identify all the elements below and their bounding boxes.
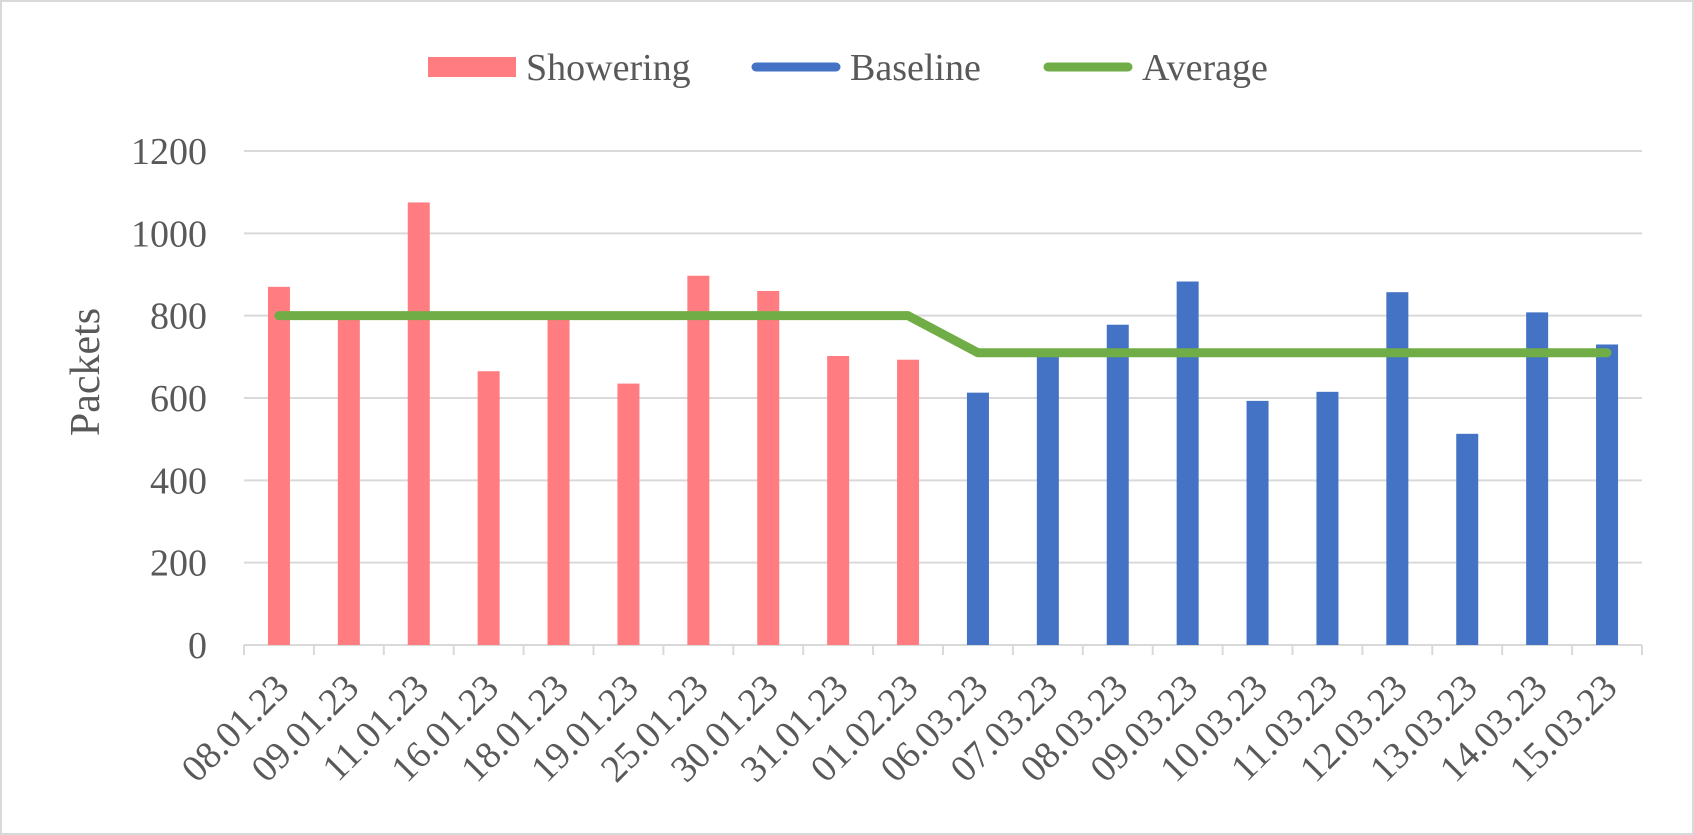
showering-legend-label: Showering	[526, 47, 691, 89]
average-legend-label: Average	[1142, 47, 1268, 89]
baseline-bar	[1456, 433, 1479, 645]
showering-bar	[477, 371, 500, 645]
y-tick-label: 1000	[131, 213, 207, 255]
showering-bar	[547, 315, 570, 645]
showering-bar	[757, 290, 780, 645]
baseline-bar	[1036, 352, 1059, 645]
y-axis-label: Packets	[63, 308, 109, 436]
bars	[267, 202, 1619, 646]
legend: Showering Baseline Average	[428, 47, 1268, 89]
showering-bar	[337, 315, 360, 645]
baseline-bar	[1386, 292, 1409, 645]
baseline-bar	[1106, 324, 1129, 645]
showering-bar	[827, 356, 850, 645]
y-tick-label: 0	[188, 625, 207, 667]
y-tick-label: 600	[150, 378, 207, 420]
baseline-bar	[966, 392, 989, 645]
baseline-bar	[1316, 391, 1339, 645]
y-tick-label: 800	[150, 296, 207, 338]
y-tick-label: 400	[150, 460, 207, 502]
showering-bar	[267, 286, 290, 645]
baseline-bar	[1596, 344, 1619, 645]
baseline-bar	[1246, 400, 1269, 645]
baseline-bar	[1526, 312, 1549, 645]
showering-legend-swatch	[428, 57, 516, 77]
baseline-bar	[1176, 281, 1199, 645]
average-line	[274, 311, 1612, 358]
x-axis-ticks: 08.01.2309.01.2311.01.2316.01.2318.01.23…	[174, 667, 1626, 791]
y-tick-label: 1200	[131, 131, 207, 173]
x-axis	[243, 644, 1643, 655]
showering-bar	[897, 359, 920, 645]
showering-bar	[687, 275, 710, 645]
showering-bar	[407, 202, 430, 646]
y-axis-ticks: 0 200 400 600 800 1000 1200	[131, 131, 207, 667]
baseline-legend-label: Baseline	[850, 47, 981, 89]
y-tick-label: 200	[150, 543, 207, 585]
showering-bar	[617, 383, 640, 645]
average-line-layer	[274, 311, 1612, 358]
